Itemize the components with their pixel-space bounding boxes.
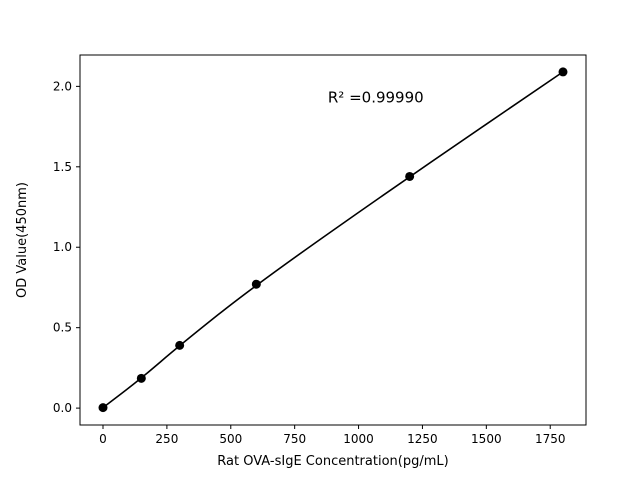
data-point-marker <box>251 279 261 289</box>
x-axis-label: Rat OVA-sIgE Concentration(pg/mL) <box>217 454 448 469</box>
data-point-marker <box>136 373 146 383</box>
x-tick-label: 0 <box>99 432 107 446</box>
x-tick-label: 250 <box>155 432 178 446</box>
x-tick-label: 750 <box>283 432 306 446</box>
data-point-marker <box>175 340 185 350</box>
fit-line <box>102 71 564 409</box>
axes-frame <box>79 54 587 426</box>
x-tick-label: 1500 <box>471 432 502 446</box>
y-tick-label: 2.0 <box>53 79 72 93</box>
y-axis-label: OD Value(450nm) <box>15 182 30 298</box>
data-point-marker <box>98 403 108 413</box>
data-point-marker <box>558 67 568 77</box>
data-point-marker <box>405 171 415 181</box>
y-tick-label: 0.0 <box>53 401 72 415</box>
y-tick-label: 1.5 <box>53 160 72 174</box>
y-tick-label: 1.0 <box>53 240 72 254</box>
x-tick-label: 1250 <box>407 432 438 446</box>
x-tick-label: 1000 <box>343 432 374 446</box>
r-squared-annotation: R² =0.99990 <box>328 88 424 106</box>
x-tick-label: 1750 <box>535 432 566 446</box>
x-tick-label: 500 <box>219 432 242 446</box>
y-tick-label: 0.5 <box>53 321 72 335</box>
